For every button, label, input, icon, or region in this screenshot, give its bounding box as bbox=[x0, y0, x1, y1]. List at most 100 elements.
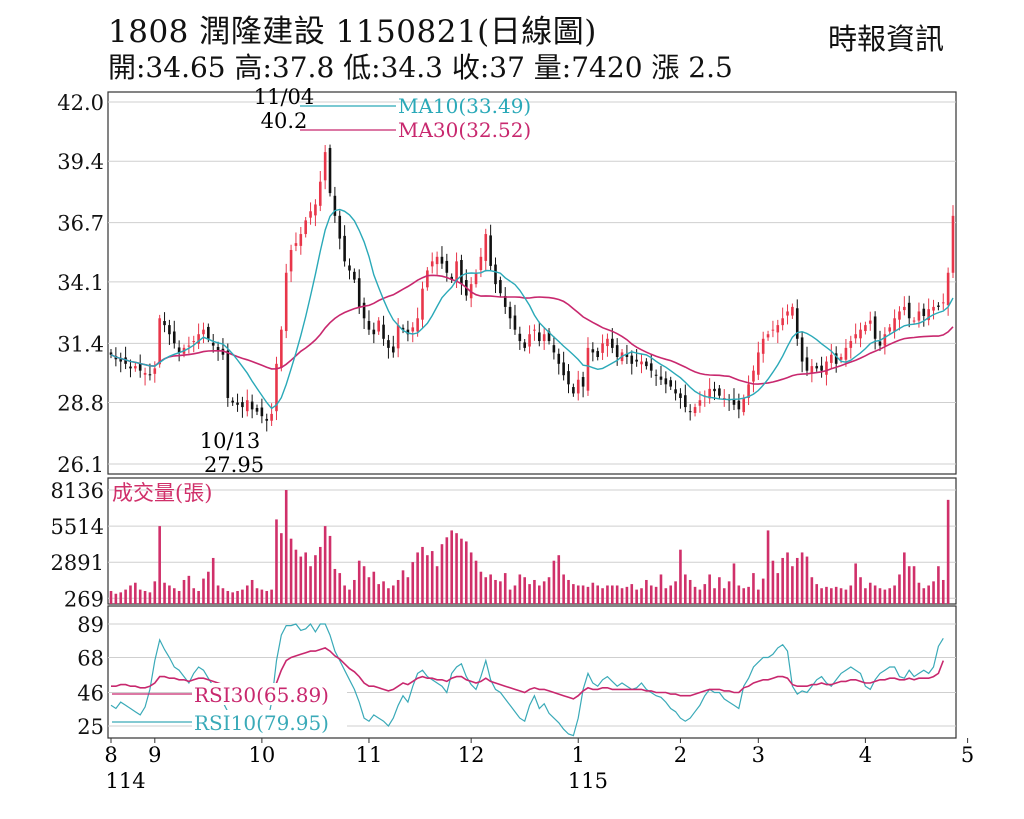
volume-bar bbox=[484, 577, 488, 604]
candle-body bbox=[538, 332, 541, 342]
candle-body bbox=[640, 361, 643, 365]
rsi-tick-label: 25 bbox=[77, 715, 104, 739]
volume-bar bbox=[635, 589, 638, 604]
candle-body bbox=[927, 309, 930, 321]
volume-bar bbox=[805, 556, 809, 604]
candle-body bbox=[353, 271, 356, 280]
volume-bar bbox=[187, 575, 191, 604]
candle-body bbox=[396, 325, 400, 349]
candle-body bbox=[372, 329, 376, 335]
candle-body bbox=[898, 311, 901, 320]
volume-bar bbox=[776, 573, 780, 604]
candle-body bbox=[708, 388, 711, 399]
volume-bar bbox=[591, 582, 595, 604]
candle-body bbox=[654, 374, 658, 376]
volume-bar bbox=[581, 585, 585, 604]
candle-body bbox=[382, 324, 385, 339]
volume-bar bbox=[810, 577, 814, 604]
candle-body bbox=[649, 363, 653, 371]
candle-body bbox=[664, 378, 668, 385]
price-panel-frame bbox=[107, 91, 957, 475]
volume-bar bbox=[299, 556, 303, 604]
candle-body bbox=[820, 365, 823, 371]
volume-bar bbox=[552, 560, 556, 604]
volume-bar bbox=[177, 590, 181, 604]
volume-bar bbox=[119, 592, 123, 604]
candle-body bbox=[591, 349, 595, 353]
candle-body bbox=[192, 341, 196, 343]
price-tick-label: 39.4 bbox=[57, 150, 104, 174]
volume-bar bbox=[649, 585, 653, 604]
candle-body bbox=[367, 321, 371, 330]
volume-bar bbox=[114, 593, 118, 604]
price-tick-label: 36.7 bbox=[57, 212, 104, 236]
volume-bar bbox=[309, 566, 312, 604]
low-value-label: 27.95 bbox=[204, 453, 264, 477]
volume-bar bbox=[606, 585, 609, 604]
ma10-line bbox=[110, 208, 954, 410]
volume-bar bbox=[518, 574, 522, 604]
candle-body bbox=[552, 345, 556, 353]
rsi-tick-label: 46 bbox=[77, 682, 104, 706]
candle-body bbox=[766, 334, 770, 338]
x-month-label: 2 bbox=[674, 743, 687, 767]
volume-bar bbox=[109, 590, 113, 604]
candle-body bbox=[611, 338, 614, 348]
candle-body bbox=[830, 354, 833, 363]
ohlc-summary: 開:34.65 高:37.8 低:34.3 收:37 量:7420 漲 2.5 bbox=[108, 51, 733, 84]
volume-bar bbox=[562, 574, 565, 604]
candle-body bbox=[245, 400, 249, 412]
candle-body bbox=[270, 413, 273, 421]
volume-bar bbox=[455, 533, 458, 604]
x-month-label: 4 bbox=[859, 743, 872, 767]
x-year-label: 115 bbox=[568, 769, 608, 793]
volume-bar bbox=[245, 585, 249, 604]
volume-bar bbox=[353, 579, 356, 604]
candle-body bbox=[542, 334, 546, 342]
candle-body bbox=[912, 320, 916, 322]
candle-body bbox=[241, 402, 244, 408]
candle-body bbox=[776, 325, 780, 333]
volume-bar bbox=[328, 535, 332, 604]
candle-body bbox=[172, 331, 176, 344]
candle-body bbox=[825, 361, 828, 375]
candle-body bbox=[844, 347, 848, 360]
candle-body bbox=[401, 327, 405, 330]
volume-bar bbox=[674, 581, 677, 604]
x-month-label: 11 bbox=[356, 743, 383, 767]
candle-body bbox=[260, 407, 264, 417]
volume-bar bbox=[197, 590, 200, 604]
volume-bar bbox=[304, 552, 307, 604]
volume-bar bbox=[907, 566, 911, 604]
volume-bar bbox=[888, 588, 892, 604]
candle-body bbox=[377, 320, 380, 332]
volume-bar bbox=[280, 533, 283, 604]
x-month-label: 1 bbox=[572, 743, 585, 767]
volume-bar bbox=[834, 586, 838, 604]
volume-bar bbox=[722, 588, 726, 604]
candle-body bbox=[318, 181, 322, 206]
candle-body bbox=[255, 407, 259, 412]
volume-bar bbox=[270, 589, 273, 604]
high-value-label: 40.2 bbox=[261, 109, 308, 133]
volume-bar bbox=[172, 588, 176, 604]
price-tick-label: 28.8 bbox=[57, 392, 104, 416]
volume-bar bbox=[528, 584, 531, 604]
volume-bar bbox=[825, 586, 828, 604]
candle-body bbox=[747, 384, 750, 398]
candle-body bbox=[304, 220, 307, 235]
candle-body bbox=[138, 363, 142, 371]
x-month-label: 10 bbox=[249, 743, 276, 767]
candle-body bbox=[669, 380, 673, 387]
volume-bar bbox=[348, 589, 351, 604]
candle-body bbox=[903, 306, 906, 311]
volume-bar bbox=[693, 586, 697, 604]
candle-body bbox=[202, 329, 205, 335]
volume-bar bbox=[134, 582, 137, 604]
candle-body bbox=[771, 329, 775, 331]
volume-bar bbox=[445, 537, 449, 604]
candle-body bbox=[528, 334, 531, 347]
ma30-line bbox=[110, 274, 954, 385]
volume-bar bbox=[630, 584, 634, 604]
candle-body bbox=[168, 325, 171, 335]
